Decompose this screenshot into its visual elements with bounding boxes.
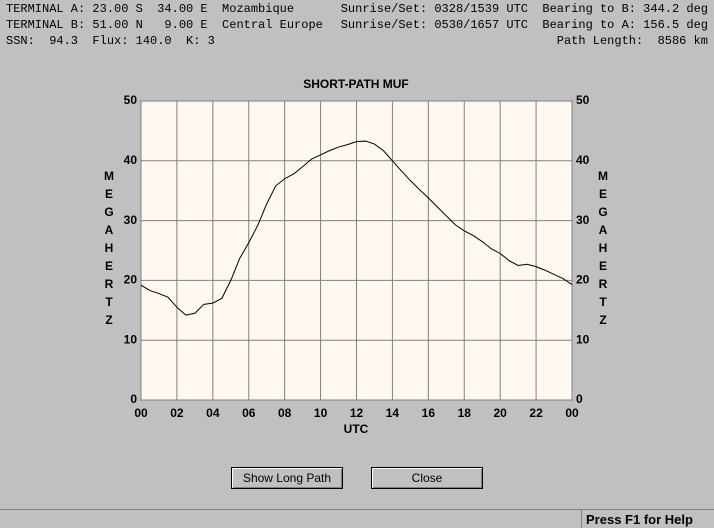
x-tick-label: 08	[278, 406, 292, 420]
x-tick-label: 16	[422, 406, 436, 420]
header-text: Sunrise/Set: 0328/1539 UTC Bearing to B:…	[340, 2, 708, 16]
x-tick-label: 14	[386, 406, 400, 420]
y-tick-label: 20	[576, 273, 590, 287]
show-long-path-button[interactable]: Show Long Path	[231, 467, 343, 489]
header-text: SSN: 94.3 Flux: 140.0 K: 3	[6, 34, 215, 48]
header-text: Path Length: 8586 km	[556, 34, 708, 48]
chart: SHORT-PATH MUF UTC 00 02 04 06 08 10 12 14 16 18 2…	[124, 77, 590, 436]
y-tick-label: 10	[576, 332, 590, 346]
data-line	[140, 140, 573, 316]
x-tick-label: 12	[350, 406, 364, 420]
y-axis-label: MEGAHERTZ	[598, 169, 608, 327]
x-tick-label: 22	[529, 406, 543, 420]
header-text: Sunrise/Set: 0530/1657 UTC Bearing to A:…	[340, 18, 708, 32]
y-axis-label: MEGAHERTZ	[104, 169, 114, 327]
y-tick-label: 30	[576, 213, 590, 227]
y-tick-label: 0	[576, 392, 583, 406]
x-tick-label: 00	[134, 406, 148, 420]
x-axis-label: UTC	[344, 422, 369, 436]
y-tick-label: 50	[124, 93, 138, 107]
x-tick-label: 00	[565, 406, 579, 420]
y-tick-label: 40	[576, 153, 590, 167]
x-tick-label: 18	[458, 406, 472, 420]
y-tick-label: 0	[130, 392, 137, 406]
x-tick-label: 10	[314, 406, 328, 420]
header-text: TERMINAL B: 51.00 N 9.00 E Central Europ…	[6, 18, 323, 32]
y-tick-label: 10	[124, 332, 138, 346]
y-tick-label: 30	[124, 213, 138, 227]
header-text: TERMINAL A: 23.00 S 34.00 E Mozambique	[6, 2, 295, 16]
chart-title: SHORT-PATH MUF	[303, 77, 409, 91]
x-tick-label: 02	[170, 406, 184, 420]
close-button[interactable]: Close	[371, 467, 483, 489]
y-tick-label: 50	[576, 93, 590, 107]
x-tick-label: 06	[242, 406, 256, 420]
x-tick-label: 20	[493, 406, 507, 420]
y-tick-label: 20	[124, 273, 138, 287]
status-bar: Press F1 for Help	[0, 509, 714, 528]
status-text: Press F1 for Help	[581, 510, 693, 528]
y-tick-label: 40	[124, 153, 138, 167]
x-tick-label: 04	[206, 406, 220, 420]
